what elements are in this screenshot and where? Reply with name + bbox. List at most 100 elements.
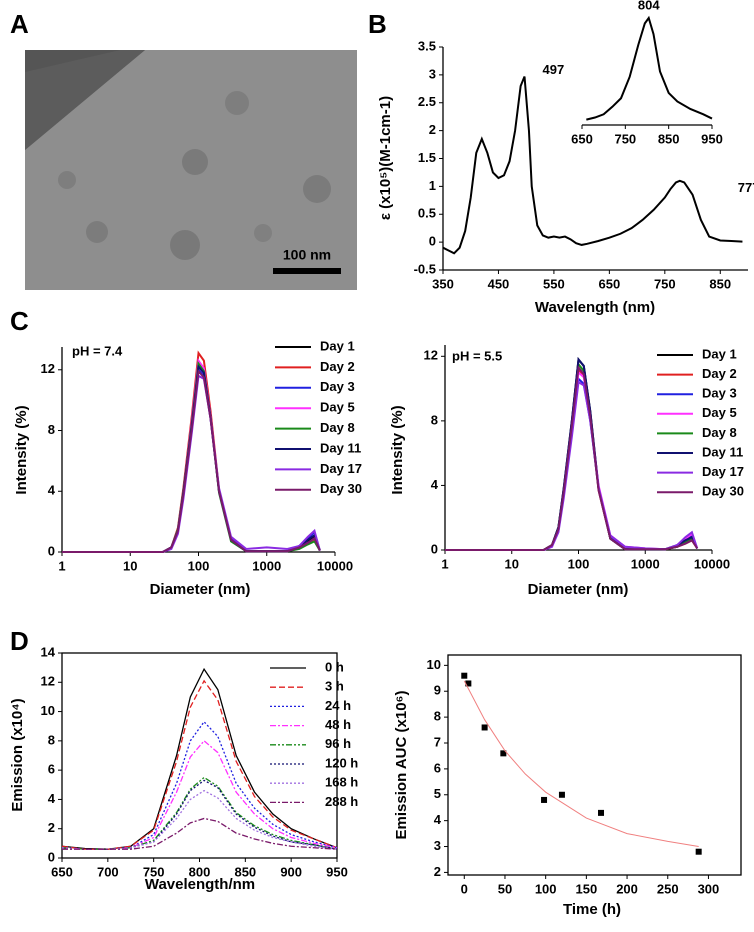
data-line	[62, 357, 321, 553]
data-line	[586, 15, 713, 121]
x-tick-label: 350	[432, 276, 454, 291]
annotation: 777	[738, 180, 754, 195]
y-tick-label: 2	[48, 820, 55, 835]
legend-label: Day 1	[702, 346, 737, 361]
data-line	[62, 350, 321, 553]
legend-label: Day 17	[320, 461, 362, 476]
panel-label: B	[368, 9, 387, 39]
particle	[303, 175, 331, 203]
x-tick-label: 1000	[252, 558, 281, 573]
data-line	[62, 360, 321, 553]
x-tick-label: 250	[657, 881, 679, 896]
particle	[254, 224, 272, 242]
x-tick-label: 450	[488, 276, 510, 291]
legend-label: Day 5	[702, 405, 737, 420]
y-tick-label: 10	[427, 657, 441, 672]
x-tick-label: 650	[571, 131, 593, 146]
y-tick-label: 1.5	[418, 150, 436, 165]
y-tick-label: 14	[41, 644, 56, 659]
legend-label: 0 h	[325, 659, 344, 674]
y-tick-label: 0	[48, 849, 55, 864]
data-line	[61, 667, 338, 850]
tem-image: 100 nm	[25, 50, 357, 290]
particle	[225, 91, 249, 115]
data-line	[61, 776, 338, 850]
y-tick-label: -0.5	[414, 261, 436, 276]
x-tick-label: 1	[441, 556, 448, 571]
x-tick-label: 900	[280, 864, 302, 879]
legend-label: Day 11	[320, 440, 361, 455]
panel-label: A	[10, 9, 29, 39]
x-tick-label: 750	[654, 276, 676, 291]
y-tick-label: 4	[48, 791, 56, 806]
x-tick-label: 700	[97, 864, 119, 879]
x-tick-label: 1000	[631, 556, 660, 571]
data-line	[61, 739, 338, 850]
data-point	[695, 848, 702, 855]
data-line	[445, 370, 699, 551]
panel-label: D	[10, 626, 29, 656]
y-tick-label: 4	[431, 477, 439, 492]
legend-label: Day 5	[320, 400, 355, 415]
x-tick-label: 10000	[317, 558, 353, 573]
y-tick-label: 0	[48, 543, 55, 558]
y-tick-label: 9	[434, 683, 441, 698]
data-line	[61, 679, 338, 850]
x-tick-label: 650	[599, 276, 621, 291]
data-line	[61, 779, 338, 850]
data-line	[463, 680, 699, 848]
x-axis-label: Time (h)	[563, 901, 621, 918]
y-tick-label: 8	[434, 709, 441, 724]
legend-label: Day 11	[702, 444, 743, 459]
particle	[182, 149, 208, 175]
annotation: 804	[638, 0, 660, 12]
data-point	[465, 680, 472, 687]
y-tick-label: 0.5	[418, 206, 436, 221]
data-line	[62, 367, 321, 553]
y-tick-label: 0	[431, 541, 438, 556]
y-tick-label: 3	[429, 66, 436, 81]
data-line	[445, 376, 699, 551]
x-tick-label: 1	[58, 558, 65, 573]
data-line	[62, 374, 321, 553]
legend-label: Day 8	[320, 420, 355, 435]
x-tick-label: 850	[709, 276, 731, 291]
y-tick-label: 12	[41, 674, 55, 689]
y-tick-label: 12	[424, 348, 438, 363]
x-tick-label: 750	[143, 864, 165, 879]
x-axis-label: Diameter (nm)	[528, 581, 629, 598]
data-point	[461, 672, 468, 679]
particle	[86, 221, 108, 243]
legend-label: Day 3	[320, 379, 355, 394]
panel-label: C	[10, 306, 29, 336]
x-tick-label: 300	[698, 881, 720, 896]
legend-label: 48 h	[325, 717, 351, 732]
annotation: pH = 5.5	[452, 348, 502, 363]
y-tick-label: 8	[48, 732, 55, 747]
x-tick-label: 150	[576, 881, 598, 896]
x-tick-label: 550	[543, 276, 565, 291]
y-axis-label: ε (x10⁵)(M-1cm-1)	[377, 96, 394, 220]
legend-label: Day 30	[320, 481, 362, 496]
y-tick-label: 12	[41, 361, 55, 376]
legend-label: Day 3	[702, 386, 737, 401]
legend-label: 96 h	[325, 736, 351, 751]
data-line	[62, 817, 338, 850]
x-axis-label: Diameter (nm)	[150, 581, 251, 598]
data-point	[541, 796, 548, 803]
x-axis-label: Wavelength/nm	[145, 876, 255, 893]
scale-bar-label: 100 nm	[283, 247, 331, 263]
data-line	[445, 365, 699, 551]
x-tick-label: 950	[701, 131, 723, 146]
y-axis-label: Emission (x10⁴)	[9, 698, 26, 811]
y-axis-label: Intensity (%)	[389, 405, 406, 494]
data-line	[445, 357, 699, 551]
y-tick-label: 3.5	[418, 38, 436, 53]
plot-frame	[61, 652, 338, 859]
y-tick-label: 1	[429, 178, 436, 193]
x-tick-label: 0	[461, 881, 468, 896]
x-tick-label: 850	[234, 864, 256, 879]
data-line	[445, 357, 699, 551]
data-point	[598, 809, 605, 816]
